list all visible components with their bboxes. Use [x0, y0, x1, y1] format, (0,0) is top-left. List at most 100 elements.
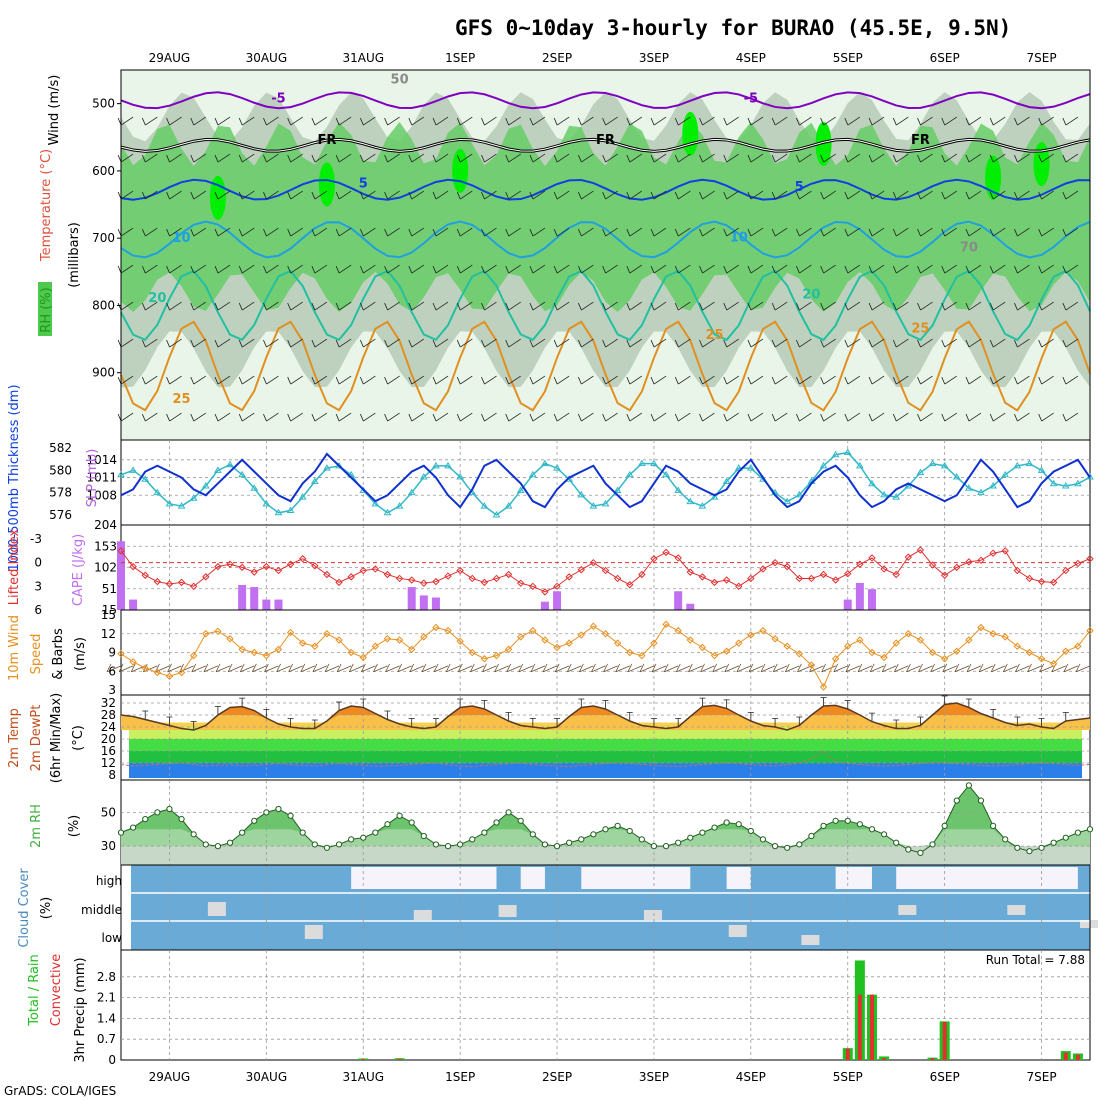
wind-barb [553, 375, 570, 385]
rh-point [662, 843, 670, 850]
wind-barb [868, 190, 885, 200]
wind-barb [602, 338, 618, 348]
lifted-index-point [807, 574, 816, 583]
wind-barb [650, 116, 667, 126]
lifted-index-point [831, 576, 840, 584]
wind-barb [190, 338, 207, 348]
rh-point [239, 829, 246, 836]
wind-barb-10m [736, 663, 752, 673]
wind-barb [553, 264, 570, 274]
lifted-index-point [674, 554, 682, 562]
slp-tick: 1011 [86, 471, 117, 485]
wind-barb [723, 412, 739, 422]
cape-bar [867, 589, 876, 610]
wind-speed-point [323, 630, 331, 638]
rh-point [372, 829, 379, 836]
cloud-partial-patch [728, 925, 747, 937]
precip-tick: 0.7 [97, 1032, 116, 1046]
rh-saturated-patch [318, 162, 335, 207]
lifted-index-point [577, 566, 585, 574]
rh-point [469, 836, 476, 843]
wind-barb [965, 264, 982, 274]
wind-barb [796, 412, 812, 422]
rh-point [687, 834, 694, 841]
cloud-partial-patch [801, 935, 820, 945]
date-label-bottom: 31AUG [342, 1070, 384, 1084]
cape-tick: 102 [94, 561, 117, 575]
wind-barb [844, 116, 861, 126]
wind-barb [1038, 338, 1054, 348]
wind-barb [335, 338, 352, 348]
wind-barb [335, 227, 352, 237]
rh-point [868, 826, 876, 833]
wind-barb [1062, 264, 1079, 274]
wind-speed-point [141, 664, 149, 672]
wind-barb [529, 301, 546, 311]
precip-convective-bar [869, 994, 874, 1060]
wind-barb-10m [348, 663, 364, 673]
rh-point [117, 829, 125, 836]
thickness-point [940, 461, 949, 469]
wind-barb [456, 412, 473, 422]
wind-barb-10m [857, 663, 873, 673]
cape-bar [274, 599, 283, 610]
cape-bar [674, 591, 683, 610]
wind-barb-10m [312, 663, 328, 673]
wind-barb [1062, 301, 1079, 311]
wind-speed-point [517, 633, 525, 641]
temp-maxmin-marker [626, 712, 633, 721]
rh-point [893, 839, 900, 846]
wind-speed-point [795, 650, 804, 658]
wind-barb [166, 264, 182, 274]
wind-barb [868, 338, 885, 348]
rh-point [590, 831, 597, 838]
wind-barb [989, 227, 1006, 237]
lifted-index-point [710, 578, 719, 587]
wind-speed-point [1074, 642, 1082, 650]
rh-saturated-patch [452, 148, 469, 193]
temp-maxmin-marker [965, 698, 972, 707]
wind-barb [384, 116, 400, 126]
wind-barb [699, 338, 715, 348]
wind-barb [747, 227, 764, 237]
wind-barb-10m [251, 663, 267, 673]
wind-barb-10m [893, 663, 909, 673]
cloud-partial-patch [643, 910, 662, 920]
temp-tick: 32 [101, 696, 116, 710]
thickness-point [613, 486, 622, 493]
thickness-point [444, 461, 452, 469]
wind-tick: 6 [108, 664, 116, 678]
temp-maxmin-marker [408, 718, 415, 727]
wind-barb [1062, 338, 1079, 348]
wind-speed-point [662, 620, 670, 629]
lifted-index-point [189, 582, 198, 591]
thickness-point [504, 502, 513, 509]
wind-barb [1014, 412, 1030, 422]
rh-point [432, 841, 440, 848]
wind-barb [408, 301, 425, 311]
wind-speed-point [565, 639, 573, 647]
wind-barb-10m [784, 663, 800, 673]
thickness-tick: 576 [49, 508, 72, 522]
cloud-clear-patch [835, 867, 872, 889]
wind-barb [456, 227, 473, 237]
wind-barb-10m [942, 663, 957, 673]
wind-speed-point [553, 643, 561, 652]
precip-convective-bar [397, 1058, 402, 1060]
date-label-bottom: 7SEP [1027, 1070, 1057, 1084]
wind-barb [747, 338, 764, 348]
lifted-index-point [904, 553, 913, 561]
lifted-index-point [492, 574, 501, 583]
wind-barb [359, 301, 376, 311]
wind-barb [432, 227, 449, 237]
wind-barb [892, 375, 909, 385]
wind-barb [820, 375, 836, 385]
thickness-point [117, 470, 125, 478]
wind-barb [626, 190, 643, 200]
rh-point [990, 822, 997, 829]
rh-point [808, 832, 815, 840]
lifted-index-point [129, 562, 137, 571]
wind-barb [384, 227, 400, 237]
thickness-point [722, 477, 731, 484]
rh-point [1062, 834, 1069, 841]
